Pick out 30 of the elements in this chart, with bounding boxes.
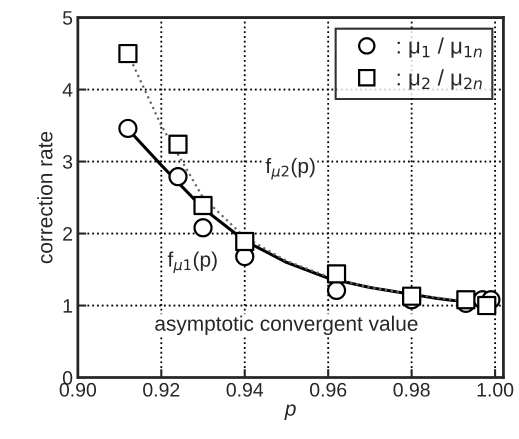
point [456, 290, 476, 310]
y-tick-label: 3 [62, 155, 72, 169]
point [168, 167, 188, 186]
x-tick-label: 0.94 [226, 382, 264, 397]
annotation: f$_{μ2}$(p) [266, 158, 315, 180]
y-tick-label: 4 [62, 83, 72, 97]
legend-label: : μ$_{2}$ / μ$_{2n}$ [398, 69, 482, 90]
point [193, 218, 213, 238]
point [235, 232, 254, 252]
x-tick-label: 0.90 [60, 382, 96, 397]
x-tick-label: 0.98 [393, 382, 430, 397]
y-tick-label: 1 [64, 299, 72, 313]
point [168, 134, 188, 154]
point [193, 196, 213, 216]
x-tick-label: 0.96 [310, 382, 346, 397]
point [326, 264, 346, 284]
annotation: asymptotic convergent value [155, 316, 418, 336]
x-axis-title: p [284, 404, 296, 420]
point [477, 296, 496, 316]
x-tick-label: 0.92 [143, 382, 180, 397]
point [118, 118, 138, 138]
annotation: f$_{μ1}$(p) [168, 252, 217, 274]
y-tick-label: 2 [63, 227, 72, 241]
point [402, 286, 422, 306]
x-tick-label: 1.00 [478, 382, 514, 397]
y-tick-label: 5 [62, 11, 72, 25]
point [118, 44, 138, 64]
legend-label: : μ$_{1}$ / μ$_{1n}$ [398, 37, 482, 58]
y-axis-title: correction rate [37, 132, 53, 264]
y-tick-label: 0 [62, 371, 72, 385]
